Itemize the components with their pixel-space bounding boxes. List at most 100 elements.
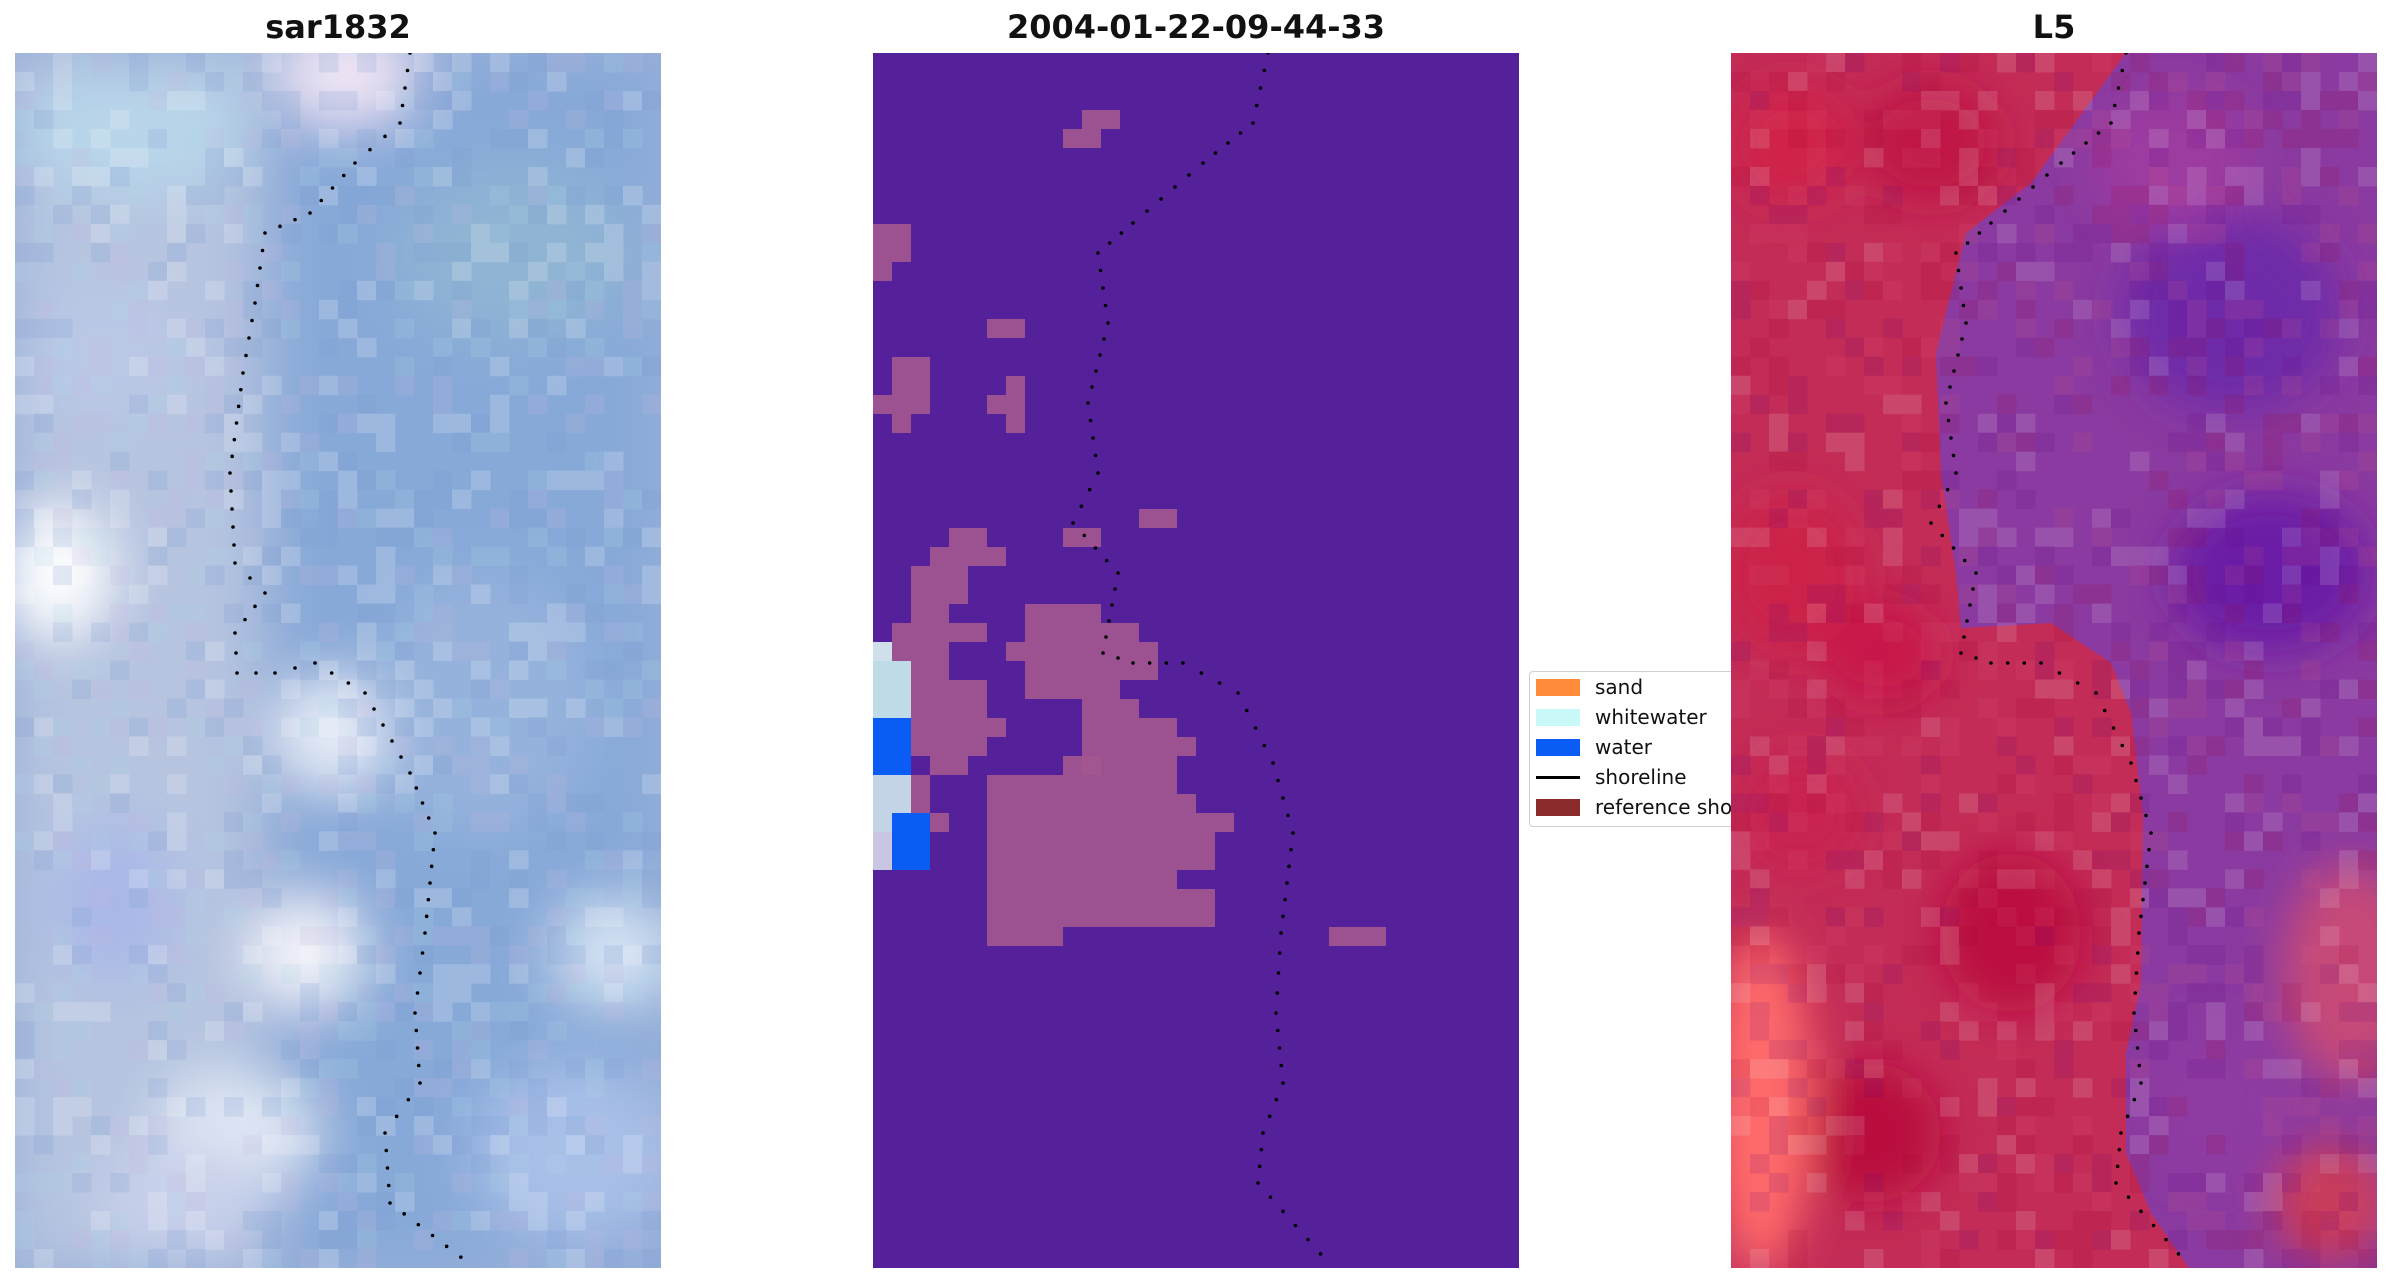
texture-pixel (357, 793, 377, 813)
texture-pixel (1959, 584, 1979, 605)
legend-item-shoreline: shoreline (1536, 765, 1687, 789)
shoreline-dot (1261, 1131, 1265, 1135)
texture-pixel (1921, 261, 1941, 282)
texture-pixel (1807, 641, 1827, 661)
shoreline-dot (1107, 619, 1111, 623)
texture-pixel (2016, 1135, 2036, 1155)
texture-pixel (2054, 1002, 2074, 1022)
texture-pixel (2092, 546, 2112, 567)
texture-pixel (72, 793, 92, 813)
texture-pixel (338, 945, 358, 965)
legend-item-whitewater: whitewater (1536, 705, 1707, 729)
texture-pixel (2320, 128, 2340, 149)
texture-pixel (1845, 53, 1865, 73)
texture-pixel (1826, 926, 1846, 946)
texture-pixel (300, 375, 320, 396)
texture-pixel (2187, 375, 2207, 396)
texture-pixel (34, 1249, 54, 1268)
texture-pixel (72, 907, 92, 927)
texture-pixel (186, 1211, 206, 1231)
texture-pixel (243, 888, 263, 908)
texture-pixel (243, 337, 263, 358)
texture-pixel (623, 299, 643, 320)
texture-pixel (186, 53, 206, 73)
texture-pixel (452, 907, 472, 927)
texture-pixel (2111, 375, 2131, 396)
texture-pixel (2054, 128, 2074, 149)
texture-pixel (1807, 242, 1827, 263)
texture-pixel (110, 432, 130, 453)
texture-pixel (338, 964, 358, 984)
texture-pixel (110, 622, 130, 643)
texture-pixel (2016, 660, 2036, 680)
shoreline-dot (1106, 321, 1110, 325)
texture-pixel (1978, 242, 1998, 263)
texture-pixel (509, 375, 529, 396)
sand-overlay-cell (873, 224, 892, 262)
texture-pixel (1731, 394, 1751, 415)
texture-pixel (509, 71, 529, 92)
texture-pixel (2130, 451, 2150, 472)
legend-swatch-sand (1536, 678, 1580, 696)
texture-pixel (1788, 736, 1808, 756)
texture-pixel (148, 565, 168, 586)
shoreline-dot (1275, 991, 1280, 995)
texture-pixel (34, 736, 54, 756)
texture-pixel (338, 679, 358, 699)
texture-pixel (300, 185, 320, 206)
texture-pixel (1997, 869, 2017, 889)
texture-pixel (2263, 717, 2283, 737)
texture-pixel (167, 945, 187, 965)
texture-pixel (319, 299, 339, 320)
texture-pixel (642, 584, 661, 605)
texture-pixel (1997, 1040, 2017, 1060)
texture-pixel (509, 280, 529, 301)
texture-pixel (509, 1116, 529, 1136)
texture-pixel (15, 356, 35, 377)
sand-overlay-cell (911, 566, 968, 585)
texture-pixel (338, 1173, 358, 1193)
texture-pixel (1750, 1154, 1770, 1174)
texture-pixel (1769, 1097, 1789, 1117)
texture-pixel (547, 926, 567, 946)
legend-item-sand: sand (1536, 675, 1643, 699)
shoreline-dot (423, 931, 427, 935)
texture-pixel (376, 413, 396, 434)
texture-pixel (1750, 527, 1770, 548)
texture-pixel (300, 565, 320, 586)
texture-pixel (2054, 1040, 2074, 1060)
texture-pixel (1731, 299, 1751, 320)
texture-pixel (2301, 508, 2321, 529)
texture-pixel (623, 1192, 643, 1212)
texture-pixel (414, 831, 434, 851)
texture-pixel (167, 1002, 187, 1022)
texture-pixel (566, 109, 586, 130)
texture-pixel (2092, 1211, 2112, 1231)
texture-pixel (2339, 793, 2359, 813)
texture-pixel (2263, 451, 2283, 472)
texture-pixel (547, 1230, 567, 1250)
texture-pixel (433, 1211, 453, 1231)
texture-pixel (2244, 109, 2264, 130)
shoreline-dot (346, 681, 351, 685)
texture-pixel (2168, 850, 2188, 870)
shoreline-dot (1965, 241, 1970, 245)
texture-pixel (471, 432, 491, 453)
shoreline-dot (2114, 1181, 2118, 1185)
texture-pixel (528, 926, 548, 946)
texture-pixel (2358, 850, 2377, 870)
sand-overlay-cell (892, 376, 930, 395)
shoreline-dot (2111, 726, 2116, 730)
texture-pixel (2054, 109, 2074, 130)
texture-pixel (2016, 603, 2036, 624)
texture-pixel (2282, 1135, 2302, 1155)
texture-pixel (186, 128, 206, 149)
texture-pixel (2206, 204, 2226, 225)
texture-pixel (2282, 603, 2302, 624)
texture-pixel (2339, 1192, 2359, 1212)
legend-swatch-reference-shoreline (1536, 798, 1580, 816)
texture-pixel (1978, 660, 1998, 680)
texture-pixel (224, 71, 244, 92)
texture-pixel (547, 546, 567, 567)
texture-pixel (490, 53, 510, 73)
